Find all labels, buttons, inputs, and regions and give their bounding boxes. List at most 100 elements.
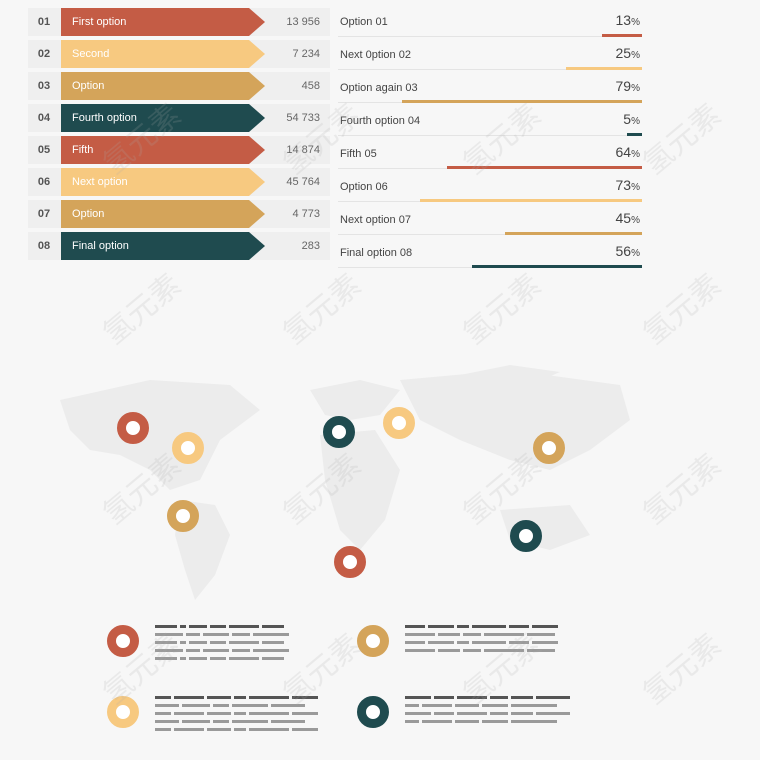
option-row: 02 Second 7 234 xyxy=(28,40,330,68)
text-line-placeholder xyxy=(155,712,325,715)
legend-item-4-ring xyxy=(357,696,389,728)
row-number: 03 xyxy=(37,80,51,92)
row-value: 54 733 xyxy=(286,112,320,124)
percent-value: 5% xyxy=(623,111,640,127)
percent-bar xyxy=(626,133,642,136)
percent-label: Option again 03 xyxy=(340,82,418,94)
watermark: 氢元素 xyxy=(636,267,728,353)
percent-label: Fifth 05 xyxy=(340,148,377,160)
row-label: Fourth option xyxy=(72,112,137,124)
row-arrow xyxy=(61,104,265,132)
row-number: 02 xyxy=(37,48,51,60)
percent-label: Option 01 xyxy=(340,16,388,28)
row-arrow xyxy=(61,72,265,100)
legend-item-2-text-block xyxy=(405,625,575,657)
percent-row: Next option 07 45% xyxy=(338,206,642,235)
text-line-placeholder xyxy=(155,720,325,723)
world-map xyxy=(60,365,630,600)
percent-row: Option 06 73% xyxy=(338,173,642,202)
percent-bar xyxy=(420,199,642,202)
text-line-placeholder xyxy=(405,720,575,723)
percent-bar xyxy=(401,100,642,103)
row-arrow xyxy=(61,200,265,228)
watermark: 氢元素 xyxy=(456,267,548,353)
text-line-placeholder xyxy=(405,712,575,715)
legend-item-1-text-block xyxy=(155,625,325,665)
marker-north-america-central xyxy=(172,432,204,464)
row-label: Final option xyxy=(72,240,129,252)
row-arrow xyxy=(61,232,265,260)
marker-south-america xyxy=(167,500,199,532)
row-label: Next option xyxy=(72,176,128,188)
percent-row: Option 01 13% xyxy=(338,8,642,37)
row-number: 01 xyxy=(37,16,51,28)
watermark: 氢元素 xyxy=(276,267,368,353)
text-line-placeholder xyxy=(405,649,575,652)
watermark: 氢元素 xyxy=(636,97,728,183)
percent-value: 73% xyxy=(615,177,640,193)
row-number: 07 xyxy=(37,208,51,220)
percent-value: 25% xyxy=(615,45,640,61)
text-line-placeholder xyxy=(405,641,575,644)
percent-label: Fourth option 04 xyxy=(340,115,421,127)
text-line-placeholder xyxy=(155,728,325,731)
legend-item-3-ring xyxy=(107,696,139,728)
watermark: 氢元素 xyxy=(96,267,188,353)
percent-value: 45% xyxy=(615,210,640,226)
option-row: 03 Option 458 xyxy=(28,72,330,100)
percent-bar xyxy=(447,166,642,169)
percent-row: Fifth 05 64% xyxy=(338,140,642,169)
marker-east-asia xyxy=(533,432,565,464)
text-line-placeholder xyxy=(155,633,325,636)
marker-russia xyxy=(383,407,415,439)
text-line-placeholder xyxy=(155,625,325,628)
row-label: Fifth xyxy=(72,144,94,156)
legend-item-4-text-block xyxy=(405,696,575,728)
row-value: 14 874 xyxy=(286,144,320,156)
option-row: 04 Fourth option 54 733 xyxy=(28,104,330,132)
marker-australia xyxy=(510,520,542,552)
text-line-placeholder xyxy=(155,696,325,699)
text-line-placeholder xyxy=(155,641,325,644)
row-number: 06 xyxy=(37,176,51,188)
row-value: 458 xyxy=(301,80,320,92)
option-row: 01 First option 13 956 xyxy=(28,8,330,36)
text-line-placeholder xyxy=(405,625,575,628)
percent-label: Next 0ption 02 xyxy=(340,49,411,61)
percent-row: Final option 08 56% xyxy=(338,239,642,268)
percent-value: 13% xyxy=(615,12,640,28)
percent-value: 64% xyxy=(615,144,640,160)
percent-bar xyxy=(505,232,642,235)
row-label: Option xyxy=(72,80,105,92)
text-line-placeholder xyxy=(405,704,575,707)
option-row: 07 Option 4 773 xyxy=(28,200,330,228)
marker-north-america-west xyxy=(117,412,149,444)
option-row: 06 Next option 45 764 xyxy=(28,168,330,196)
row-arrow xyxy=(61,136,265,164)
row-value: 45 764 xyxy=(286,176,320,188)
percent-bar xyxy=(471,265,642,268)
row-value: 7 234 xyxy=(292,48,320,60)
percent-bar xyxy=(602,34,642,37)
percent-value: 56% xyxy=(615,243,640,259)
row-value: 283 xyxy=(301,240,320,252)
row-number: 05 xyxy=(37,144,51,156)
legend-item-1-ring xyxy=(107,625,139,657)
percent-row: Fourth option 04 5% xyxy=(338,107,642,136)
percent-label: Final option 08 xyxy=(340,247,413,259)
watermark: 氢元素 xyxy=(636,627,728,713)
percent-value: 79% xyxy=(615,78,640,94)
row-arrow xyxy=(61,40,265,68)
option-row: 05 Fifth 14 874 xyxy=(28,136,330,164)
row-label: Second xyxy=(72,48,110,60)
percent-rows: Option 01 13% Next 0ption 02 25% Option … xyxy=(338,8,642,272)
percent-label: Option 06 xyxy=(340,181,388,193)
row-number: 08 xyxy=(37,240,51,252)
option-rows: 01 First option 13 956 02 Second 7 234 03 … xyxy=(28,8,330,264)
row-label: Option xyxy=(72,208,105,220)
row-arrow xyxy=(61,168,265,196)
option-row: 08 Final option 283 xyxy=(28,232,330,260)
percent-label: Next option 07 xyxy=(340,214,411,226)
row-value: 13 956 xyxy=(286,16,320,28)
legend-item-2-ring xyxy=(357,625,389,657)
